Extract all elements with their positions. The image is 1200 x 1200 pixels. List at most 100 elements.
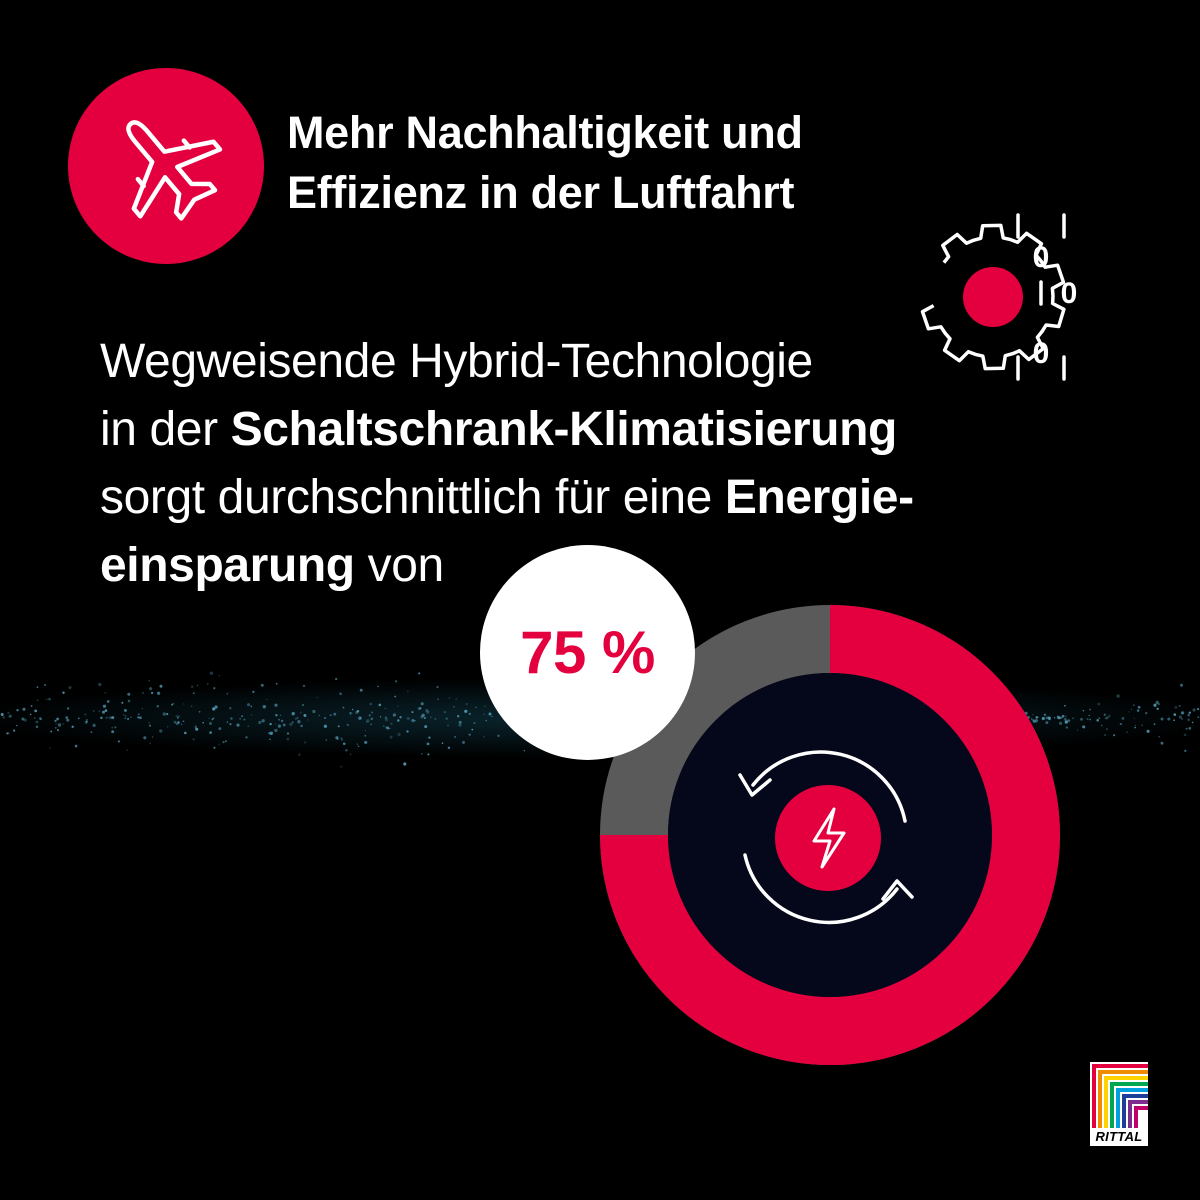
glow-particle bbox=[100, 716, 103, 720]
glow-particle bbox=[453, 705, 455, 708]
donut-savings-arc bbox=[600, 605, 1060, 1065]
glow-particle bbox=[300, 724, 303, 728]
glow-particle bbox=[66, 707, 70, 710]
glow-particle bbox=[35, 725, 39, 729]
glow-particle bbox=[291, 712, 295, 716]
glow-particle bbox=[294, 717, 298, 720]
glow-particle bbox=[1131, 708, 1133, 710]
glow-particle bbox=[57, 729, 59, 732]
glow-particle bbox=[274, 728, 278, 733]
glow-particle bbox=[21, 717, 25, 721]
glow-particle bbox=[364, 729, 367, 732]
glow-particle bbox=[1108, 714, 1111, 717]
glow-particle bbox=[1185, 727, 1188, 730]
glow-particle bbox=[104, 691, 107, 694]
glow-particle bbox=[473, 722, 476, 724]
glow-particle bbox=[339, 692, 342, 696]
glow-particle bbox=[269, 738, 271, 741]
glow-particle bbox=[1048, 718, 1051, 721]
glow-particle bbox=[183, 731, 187, 735]
glow-particle bbox=[109, 716, 112, 720]
glow-particle bbox=[312, 709, 316, 714]
glow-particle bbox=[407, 690, 409, 693]
glow-particle bbox=[304, 741, 307, 744]
glow-particle bbox=[218, 727, 222, 730]
glow-particle bbox=[123, 714, 125, 716]
percentage-value: 75 % bbox=[520, 619, 655, 686]
glow-particle bbox=[16, 709, 19, 712]
glow-particle bbox=[1181, 711, 1185, 715]
glow-particle bbox=[282, 723, 286, 727]
glow-particle bbox=[214, 705, 218, 709]
glow-particle bbox=[206, 683, 209, 685]
glow-particle bbox=[90, 731, 93, 734]
glow-particle bbox=[1043, 713, 1047, 716]
glow-particle bbox=[1145, 711, 1148, 715]
glow-particle bbox=[180, 723, 183, 725]
glow-particle bbox=[261, 719, 265, 723]
glow-particle bbox=[1059, 716, 1063, 719]
glow-particle bbox=[258, 720, 262, 725]
glow-particle bbox=[485, 719, 487, 722]
glow-particle bbox=[1153, 723, 1156, 726]
glow-particle bbox=[33, 716, 36, 720]
glow-particle bbox=[225, 740, 227, 743]
glow-particle bbox=[111, 716, 115, 720]
glow-particle bbox=[299, 711, 302, 714]
glow-particle bbox=[1072, 717, 1074, 720]
glow-particle bbox=[1191, 721, 1194, 724]
glow-particle bbox=[208, 717, 210, 719]
glow-particle bbox=[457, 715, 460, 718]
glow-particle bbox=[130, 716, 132, 718]
glow-particle bbox=[192, 692, 195, 695]
glow-particle bbox=[371, 711, 374, 714]
glow-particle bbox=[370, 723, 372, 725]
rittal-logo: RITTAL bbox=[1090, 1062, 1148, 1146]
body-line-2-bold: Schaltschrank-Klimatisierung bbox=[230, 403, 898, 456]
glow-particle bbox=[296, 717, 299, 719]
glow-particle bbox=[1184, 749, 1187, 753]
glow-particle bbox=[428, 736, 431, 739]
glow-particle bbox=[171, 703, 173, 706]
glow-particle bbox=[1037, 716, 1040, 718]
glow-particle bbox=[390, 722, 393, 725]
glow-particle bbox=[392, 713, 397, 717]
glow-particle bbox=[36, 686, 39, 688]
glow-particle bbox=[1063, 717, 1067, 721]
binary-digit-mid: 0 bbox=[1061, 277, 1078, 310]
glow-particle bbox=[377, 685, 379, 688]
glow-particle bbox=[124, 714, 127, 718]
glow-particle bbox=[1128, 711, 1131, 713]
glow-particle bbox=[190, 685, 194, 689]
glow-particle bbox=[50, 730, 53, 733]
glow-particle bbox=[1121, 716, 1125, 720]
glow-particle bbox=[304, 715, 307, 717]
glow-particle bbox=[458, 720, 462, 724]
glow-particle bbox=[302, 684, 306, 688]
glow-particle bbox=[192, 738, 195, 741]
glow-particle bbox=[243, 718, 246, 721]
glow-particle bbox=[384, 707, 386, 709]
glow-particle bbox=[149, 687, 153, 691]
glow-particle bbox=[436, 685, 439, 689]
glow-particle bbox=[411, 719, 415, 723]
glow-particle bbox=[54, 727, 57, 729]
glow-particle bbox=[152, 736, 154, 738]
glow-particle bbox=[1045, 721, 1049, 725]
glow-particle bbox=[213, 746, 216, 749]
glow-particle bbox=[335, 736, 339, 740]
glow-particle bbox=[105, 716, 108, 719]
glow-particle bbox=[465, 703, 468, 705]
glow-particle bbox=[444, 711, 446, 713]
glow-particle bbox=[148, 722, 150, 724]
glow-particle bbox=[1104, 717, 1106, 720]
glow-particle bbox=[357, 745, 360, 747]
glow-particle bbox=[337, 725, 340, 728]
glow-particle bbox=[340, 766, 342, 768]
airplane-icon bbox=[126, 120, 223, 221]
glow-particle bbox=[198, 710, 201, 713]
glow-particle bbox=[417, 707, 421, 710]
glow-particle bbox=[1197, 716, 1200, 718]
binary-digit-bottom: 0 bbox=[1033, 337, 1050, 370]
glow-particle bbox=[1089, 718, 1091, 721]
